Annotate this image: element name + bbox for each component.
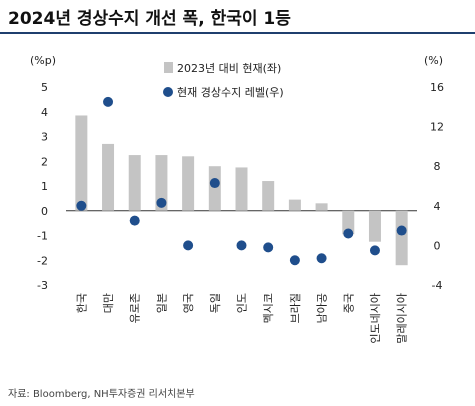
legend-label-bar: 2023년 대비 현재(좌) bbox=[177, 62, 281, 75]
bar bbox=[182, 156, 195, 211]
dot bbox=[343, 228, 354, 239]
category-label: 브라질 bbox=[289, 293, 302, 323]
right-tick-label: 0 bbox=[434, 239, 441, 252]
category-label: 인도 bbox=[236, 293, 249, 313]
category-label: 유로존 bbox=[129, 293, 142, 323]
left-tick-label: -2 bbox=[37, 254, 48, 267]
category-label: 대만 bbox=[102, 293, 115, 313]
left-axis-unit: (%p) bbox=[30, 54, 56, 67]
dot bbox=[103, 96, 114, 107]
right-axis-unit: (%) bbox=[424, 54, 443, 67]
bar-series bbox=[75, 115, 408, 266]
dot bbox=[183, 240, 194, 251]
dot bbox=[396, 225, 407, 236]
chart-title: 2024년 경상수지 개선 폭, 한국이 1등 bbox=[8, 9, 291, 29]
source-note: 자료: Bloomberg, NH투자증권 리서치본부 bbox=[8, 389, 195, 400]
category-label: 영국 bbox=[182, 293, 195, 313]
category-label: 독일 bbox=[208, 293, 222, 313]
bar bbox=[235, 167, 248, 211]
bar bbox=[128, 155, 141, 211]
bar bbox=[102, 143, 115, 211]
left-tick-label: 0 bbox=[41, 205, 48, 218]
dot bbox=[156, 197, 167, 208]
right-tick-label: -4 bbox=[432, 279, 443, 292]
bar bbox=[262, 181, 275, 211]
category-label: 말레이시아 bbox=[396, 293, 409, 344]
legend-label-dot: 현재 경상수지 레벨(우) bbox=[177, 86, 284, 99]
legend: 2023년 대비 현재(좌) 현재 경상수지 레벨(우) bbox=[163, 62, 284, 99]
dot bbox=[76, 200, 87, 211]
bar bbox=[342, 210, 355, 235]
category-label: 남아공 bbox=[316, 293, 329, 323]
bar bbox=[75, 115, 88, 211]
right-tick-label: 4 bbox=[434, 200, 441, 213]
legend-swatch-bar bbox=[164, 62, 173, 73]
right-tick-label: 12 bbox=[430, 121, 444, 134]
dot-series bbox=[76, 96, 407, 266]
dot bbox=[316, 253, 327, 264]
right-tick-label: 16 bbox=[430, 81, 444, 94]
dot bbox=[236, 240, 247, 251]
category-label: 한국 bbox=[75, 293, 88, 313]
category-label: 인도네시아 bbox=[369, 293, 382, 344]
left-tick-label: 3 bbox=[41, 131, 48, 144]
bar bbox=[315, 203, 328, 211]
dot bbox=[209, 178, 220, 189]
bar bbox=[208, 166, 221, 211]
category-labels: 한국 대만 유로존 일본 영국 독일 인도 멕시코 브라질 남아공 중국 인도네시아 말레이시아 bbox=[75, 293, 408, 344]
dot bbox=[129, 215, 140, 226]
left-tick-label: -1 bbox=[37, 230, 48, 243]
bar bbox=[368, 210, 381, 242]
title-underline bbox=[0, 32, 475, 34]
bar bbox=[288, 199, 301, 211]
bar bbox=[395, 210, 408, 266]
left-tick-label: 5 bbox=[41, 81, 48, 94]
bar bbox=[155, 155, 168, 211]
legend-swatch-dot bbox=[163, 87, 173, 97]
left-tick-label: 4 bbox=[41, 106, 48, 119]
dot bbox=[263, 242, 274, 253]
left-tick-label: -3 bbox=[37, 279, 48, 292]
category-label: 멕시코 bbox=[262, 293, 275, 323]
dot bbox=[369, 245, 380, 256]
category-label: 중국 bbox=[342, 293, 355, 313]
dot bbox=[289, 255, 300, 266]
left-tick-label: 1 bbox=[41, 180, 48, 193]
right-tick-label: 8 bbox=[434, 160, 441, 173]
left-tick-label: 2 bbox=[41, 155, 48, 168]
category-label: 일본 bbox=[154, 293, 168, 313]
